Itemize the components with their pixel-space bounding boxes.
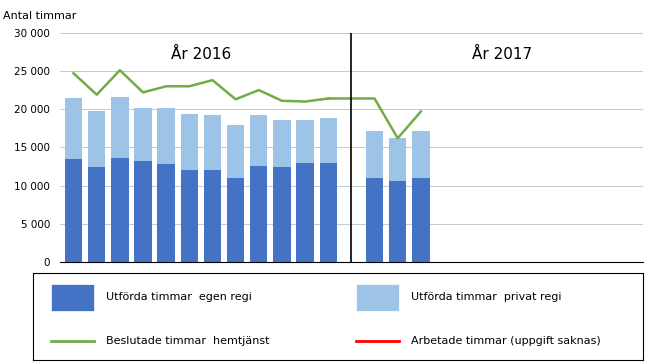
Bar bbox=[158, 108, 175, 164]
Text: Beslutade timmar  hemtjänst: Beslutade timmar hemtjänst bbox=[106, 336, 270, 346]
Text: Arbetade timmar (uppgift saknas): Arbetade timmar (uppgift saknas) bbox=[411, 336, 601, 346]
Bar bbox=[204, 115, 221, 170]
Bar bbox=[412, 178, 430, 262]
Bar bbox=[180, 114, 198, 170]
Bar bbox=[135, 161, 152, 262]
FancyBboxPatch shape bbox=[357, 284, 399, 310]
Text: Antal timmar: Antal timmar bbox=[3, 11, 77, 21]
Bar bbox=[65, 99, 82, 159]
Bar bbox=[88, 111, 105, 167]
Bar bbox=[412, 131, 430, 178]
Bar bbox=[65, 159, 82, 262]
Bar bbox=[227, 178, 244, 262]
Bar bbox=[227, 125, 244, 178]
Text: År 2016: År 2016 bbox=[171, 47, 231, 62]
Bar bbox=[366, 131, 383, 178]
Bar bbox=[111, 97, 129, 158]
FancyBboxPatch shape bbox=[52, 284, 94, 310]
Text: Utförda timmar  egen regi: Utförda timmar egen regi bbox=[106, 292, 252, 302]
Bar bbox=[250, 166, 267, 262]
Bar bbox=[204, 170, 221, 262]
Text: Utförda timmar  privat regi: Utförda timmar privat regi bbox=[411, 292, 562, 302]
Bar bbox=[320, 163, 337, 262]
Bar bbox=[88, 167, 105, 262]
Bar bbox=[135, 108, 152, 161]
Bar bbox=[366, 178, 383, 262]
Bar bbox=[111, 158, 129, 262]
Bar bbox=[296, 120, 314, 163]
Bar bbox=[320, 118, 337, 163]
Bar bbox=[389, 181, 406, 262]
Text: År 2017: År 2017 bbox=[472, 47, 532, 62]
Bar bbox=[180, 170, 198, 262]
Bar bbox=[389, 138, 406, 181]
Bar bbox=[250, 115, 267, 166]
Bar bbox=[296, 163, 314, 262]
Bar bbox=[158, 164, 175, 262]
Bar bbox=[273, 167, 290, 262]
Bar bbox=[273, 120, 290, 167]
